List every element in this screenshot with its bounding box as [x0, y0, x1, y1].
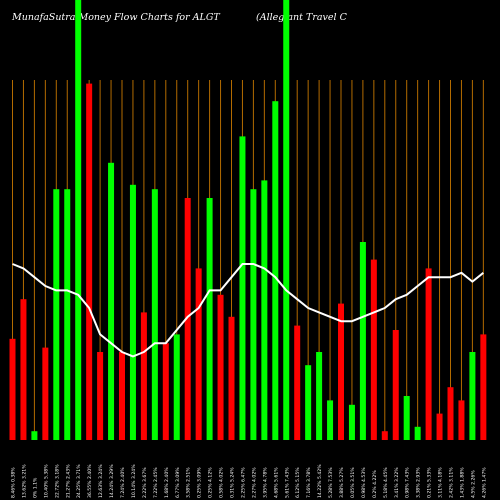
bar [425, 268, 432, 440]
tick-label: 3.95% 4.78% [262, 467, 268, 498]
bar [294, 325, 301, 440]
line-layer [12, 263, 484, 358]
bar [305, 365, 312, 440]
bar [97, 352, 104, 440]
tick-label: 4.26% 1.47% [481, 467, 487, 498]
tick-label: 4.5% 2.26% [470, 470, 476, 498]
bar [217, 294, 224, 440]
bar [283, 0, 290, 440]
label-layer: 8.46% 0.38% 13.62% 3.21% 0% 1.1% 10.40% 5.3… [11, 464, 488, 498]
bar [480, 334, 487, 440]
bar [239, 136, 246, 440]
tick-label: 14.24% 3.29% [109, 464, 115, 498]
bar [9, 338, 16, 440]
bar [261, 180, 268, 440]
tick-label: 1.68% 2.40% [164, 467, 170, 498]
tick-label: 0.31% 5.24% [230, 467, 236, 498]
tick-label: 3.88% 5.27% [339, 467, 345, 498]
company-name: (Allegiant Travel C [256, 12, 347, 23]
bar [381, 431, 388, 440]
bar [436, 413, 443, 440]
bar [64, 189, 71, 440]
tick-label: 0.98% 4.53% [361, 467, 367, 498]
tick-label: 12.63% 3.24% [98, 464, 104, 498]
bar [228, 316, 235, 440]
title-row: MunafaSutra Money Flow Charts for ALGT (… [0, 12, 500, 26]
bar [348, 404, 355, 440]
tick-label: 0.05% 3.51% [350, 467, 356, 498]
tick-label: 5.18% 4.45% [383, 467, 389, 498]
bar [53, 189, 60, 440]
tick-label: 0.25% 4.12% [208, 467, 214, 498]
tick-label: 10.14% 3.24% [131, 464, 137, 498]
tick-label: 7.22% 2.45% [153, 467, 159, 498]
tick-label: 3.11% 4.18% [438, 467, 444, 498]
tick-label: 2.22% 3.67% [142, 467, 148, 498]
bar [162, 343, 169, 440]
bar-layer [9, 0, 487, 441]
tick-label: 3.58% 2.51% [186, 467, 192, 498]
tick-label: 5.28% 7.53% [328, 467, 334, 498]
tick-label: 1.43% 1.88% [459, 467, 465, 498]
tick-label: 8.46% 0.38% [11, 467, 17, 498]
tick-label: 0.25% 3.09% [197, 467, 203, 498]
tick-label: 0.21% 5.33% [427, 467, 433, 498]
bar [86, 83, 93, 440]
bar [403, 396, 410, 440]
bar [119, 352, 125, 440]
bar [272, 101, 279, 440]
tick-label: 0.98% 7.43% [405, 467, 411, 498]
tick-label: 0.2% 4.22% [372, 470, 378, 498]
tick-label: 0.58% 4.02% [219, 467, 225, 498]
bar [316, 352, 323, 440]
bar [206, 198, 213, 440]
bar [447, 387, 454, 440]
bar [359, 242, 366, 440]
bar [31, 431, 38, 440]
tick-label: 2.25% 6.47% [240, 467, 246, 498]
bar [20, 299, 27, 440]
tick-label: 14.22% 5.42% [317, 464, 323, 498]
tick-label: 0% 1.1% [32, 477, 38, 498]
bar [108, 162, 115, 441]
bar [370, 259, 377, 440]
tick-label: 3.41% 3.22% [394, 467, 400, 498]
tick-label: 5.61% 7.43% [284, 467, 290, 498]
bar [250, 189, 257, 440]
bar [129, 184, 136, 440]
bar [469, 352, 476, 440]
bar [173, 334, 180, 440]
bar [184, 198, 191, 440]
series-line [12, 263, 484, 358]
bar [327, 400, 334, 440]
tick-label: 3.38% 2.93% [416, 467, 422, 498]
tick-label: 6.12% 5.15% [295, 467, 301, 498]
bar [338, 303, 344, 440]
bar [414, 426, 421, 440]
chart-title: MunafaSutra Money Flow Charts for ALGT [12, 12, 220, 23]
tick-label: 7.16% 3.78% [306, 467, 312, 498]
tick-label: 22.72% 3.18% [54, 464, 60, 498]
tick-label: 2.42% 3.11% [449, 467, 455, 498]
tick-label: 21.27% 2.43% [65, 464, 71, 498]
tick-label: 2.27% 4.02% [251, 467, 257, 498]
tick-label: 6.77% 3.09% [175, 467, 181, 498]
bar [151, 189, 158, 440]
bar [42, 347, 49, 440]
tick-label: 24.25% 3.71% [76, 464, 82, 498]
bar [75, 0, 82, 440]
bar [392, 330, 399, 440]
bar [195, 268, 202, 440]
grid-layer [12, 80, 484, 440]
tick-label: 4.68% 5.61% [273, 467, 279, 498]
bar [140, 312, 147, 440]
tick-label: 36.55% 2.40% [87, 464, 93, 498]
tick-label: 7.24% 2.40% [120, 467, 126, 498]
tick-label: 10.40% 5.38% [43, 464, 49, 498]
bar [458, 400, 465, 440]
tick-label: 13.62% 3.21% [21, 464, 27, 498]
